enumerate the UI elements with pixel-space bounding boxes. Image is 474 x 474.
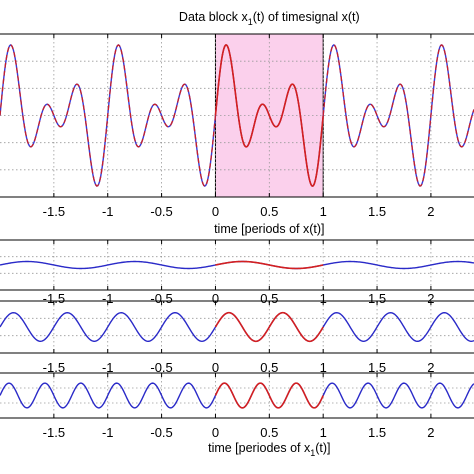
subscript: 1 xyxy=(248,17,253,27)
series-line-2 xyxy=(215,260,324,270)
tick-label: -1.5 xyxy=(43,291,65,306)
tick-label: -1.5 xyxy=(43,360,65,375)
tick-label: 1 xyxy=(320,291,327,306)
tick-label: 1.5 xyxy=(368,204,386,219)
tick-label: 0.5 xyxy=(260,204,278,219)
tick-label: 0 xyxy=(212,360,219,375)
tick-label: -1.5 xyxy=(43,425,65,440)
tick-label: 0.5 xyxy=(260,425,278,440)
tick-label: 0 xyxy=(212,291,219,306)
tick-label: 1 xyxy=(320,425,327,440)
text-part: Data block x xyxy=(179,10,249,24)
tick-label: 2 xyxy=(427,425,434,440)
tick-label: -0.5 xyxy=(150,360,172,375)
x-axis-label: time [periods of x(t)] xyxy=(214,222,324,236)
subscript: 1 xyxy=(310,448,315,458)
grid-lines xyxy=(0,301,474,353)
tick-label: 0 xyxy=(212,204,219,219)
tick-label: -1 xyxy=(102,425,114,440)
tick-label: 1 xyxy=(320,360,327,375)
tick-label: 0 xyxy=(212,425,219,440)
tick-label: 2 xyxy=(427,204,434,219)
chart-title: Data block x1(t) of timesignal x(t) xyxy=(179,10,360,27)
text-part: (t)] xyxy=(315,441,330,455)
tick-label: 1.5 xyxy=(368,360,386,375)
panel-2: -1.5 -1 -0.5 0 0.5 1 1.5 2 xyxy=(0,239,474,306)
tick-label: -1 xyxy=(102,360,114,375)
panel-3: -1.5 -1 -0.5 0 0.5 1 1.5 2 xyxy=(0,300,474,375)
tick-label: 1.5 xyxy=(368,291,386,306)
tick-label: 2 xyxy=(427,291,434,306)
tick-label: -1 xyxy=(102,291,114,306)
series-line-2 xyxy=(214,382,324,409)
text-part: time [periodes of x xyxy=(208,441,311,455)
series-line-2 xyxy=(214,311,324,343)
series-line-3 xyxy=(214,44,324,187)
grid-lines xyxy=(0,240,474,290)
tick-label: 2 xyxy=(427,360,434,375)
series-line-1 xyxy=(0,260,474,270)
tick-label: 0.5 xyxy=(260,291,278,306)
tick-label: 1 xyxy=(320,204,327,219)
tick-label: 0.5 xyxy=(260,360,278,375)
series-line-1 xyxy=(0,311,474,343)
x-axis-label: time [periodes of x1(t)] xyxy=(208,441,330,458)
text-part: (t) of timesignal x(t) xyxy=(253,10,360,24)
tick-label: -0.5 xyxy=(150,425,172,440)
tick-label: -1.5 xyxy=(43,204,65,219)
tick-label: 1.5 xyxy=(368,425,386,440)
tick-label: -0.5 xyxy=(150,204,172,219)
tick-label: -1 xyxy=(102,204,114,219)
tick-label: -0.5 xyxy=(150,291,172,306)
